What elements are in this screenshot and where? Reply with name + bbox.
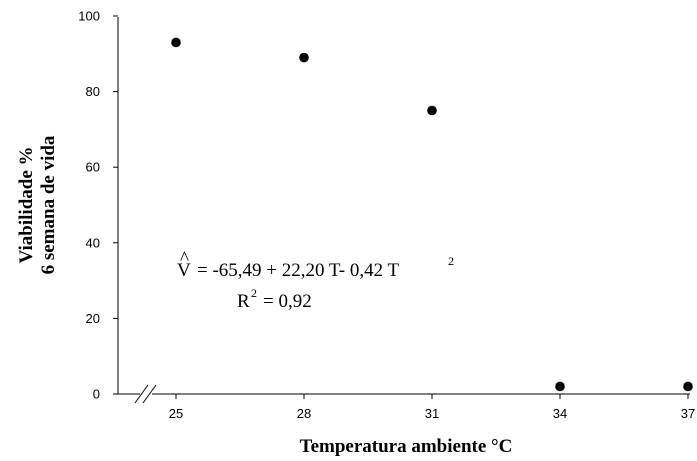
axis-break-mark-2 (142, 384, 157, 404)
y-axis-title-line1: Viabilidade % (16, 146, 37, 263)
y-tick-label: 20 (86, 311, 100, 326)
equation-rhs: = -65,49 + 22,20 T- 0,42 T (197, 260, 400, 281)
r-squared-value: = 0,92 (263, 291, 312, 312)
y-tick-label: 100 (78, 9, 100, 24)
equation-v: V (177, 260, 191, 281)
x-ticks: 25 28 31 34 37 (169, 394, 695, 421)
x-tick-label: 37 (681, 406, 695, 421)
axis-break-mark-1 (134, 384, 149, 404)
data-point (555, 381, 565, 392)
y-axis-title-line2: 6 semana de vida (38, 135, 59, 274)
data-point (427, 105, 437, 116)
x-tick-label: 34 (553, 406, 567, 421)
x-tick-label: 31 (425, 406, 439, 421)
y-tick-label: 80 (86, 84, 100, 99)
x-tick-label: 28 (297, 406, 311, 421)
y-tick-label: 40 (86, 235, 100, 250)
equation-rhs-exponent: 2 (448, 254, 454, 268)
x-tick-label: 25 (169, 406, 183, 421)
data-point (171, 37, 181, 48)
y-ticks: 0 20 40 60 80 100 (78, 9, 118, 402)
data-point (299, 52, 309, 63)
data-point (683, 381, 693, 392)
y-tick-label: 60 (86, 160, 100, 175)
x-axis-title: Temperatura ambiente °C (300, 436, 513, 457)
data-points (171, 37, 693, 392)
r-squared-base: R (237, 291, 250, 312)
y-tick-label: 0 (93, 387, 100, 402)
r-squared-exponent: 2 (251, 286, 257, 300)
equation-hat: ^ (180, 248, 189, 269)
